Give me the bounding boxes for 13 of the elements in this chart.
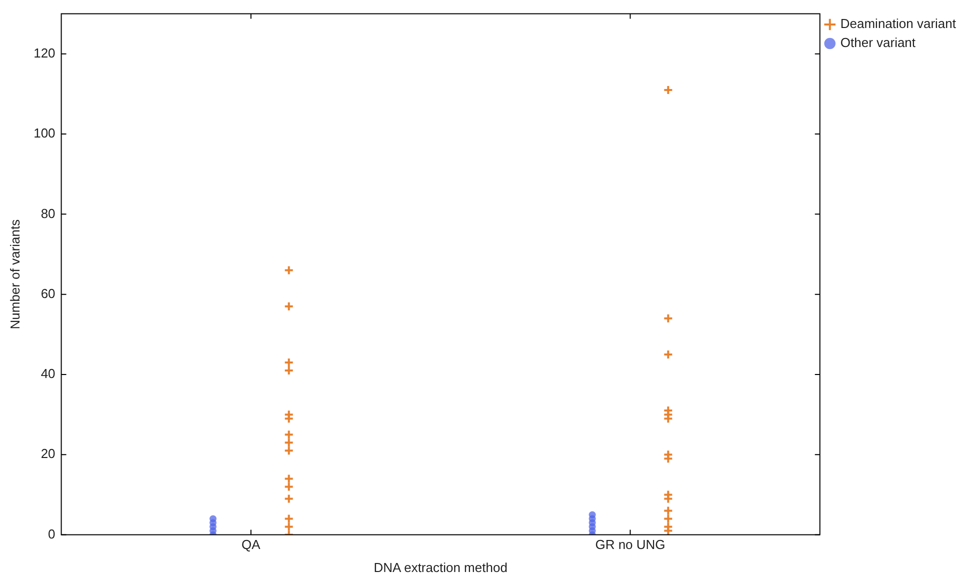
x-tick-label: GR no UNG [595, 537, 666, 552]
y-tick-label: 60 [40, 286, 56, 301]
y-tick-label: 100 [34, 126, 56, 141]
y-tick-label: 40 [40, 366, 56, 382]
y-tick-label: 0 [48, 526, 56, 542]
y-tick-label: 80 [40, 206, 56, 221]
x-axis-title: DNA extraction method [374, 560, 508, 575]
y-axis-title: Number of variants [7, 218, 22, 330]
legend-label: Other variant [840, 35, 916, 50]
legend-label: Deamination variant [840, 16, 956, 32]
x-tick-label: QA [242, 537, 261, 552]
y-tick-label: 120 [34, 45, 56, 60]
y-tick-label: 20 [40, 446, 56, 462]
